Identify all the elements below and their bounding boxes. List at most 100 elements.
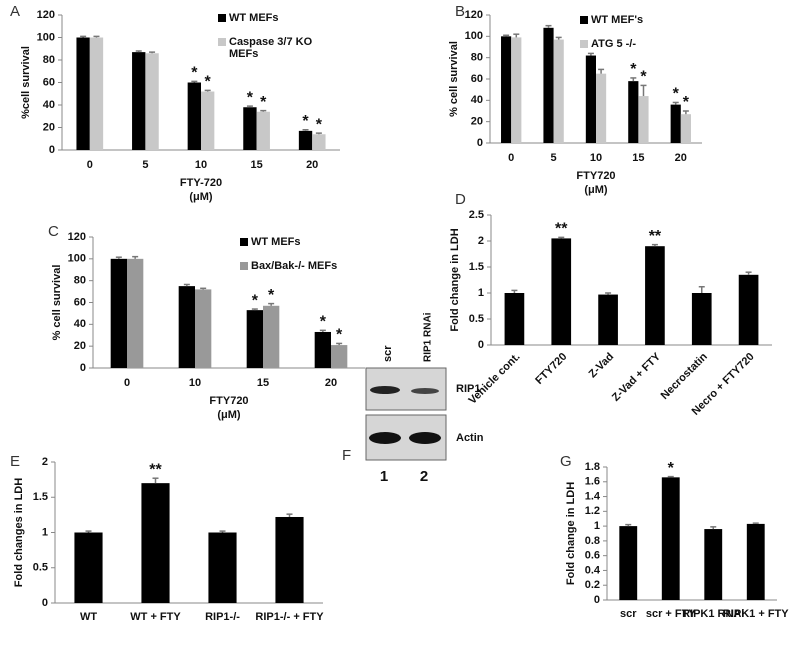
- y-tick-label: 1: [42, 526, 48, 538]
- bar: [645, 246, 665, 345]
- y-tick-label: 80: [43, 54, 55, 66]
- x-tick-label-box: RIP1-/- + FTY: [255, 611, 324, 623]
- bar: [680, 114, 691, 143]
- lane-number: 1: [380, 468, 388, 485]
- y-tick-label: 1.2: [585, 505, 600, 517]
- x-tick-label: scr: [619, 608, 637, 620]
- significance-mark: *: [683, 94, 690, 111]
- bar: [504, 293, 525, 345]
- bar: [145, 53, 159, 150]
- bar: [275, 516, 304, 603]
- y-tick-label: 80: [471, 52, 483, 64]
- bar: [553, 39, 564, 143]
- x-tick-label: RIPK1 + FTY: [722, 608, 789, 620]
- x-tick-label: 15: [257, 377, 269, 389]
- panel-label: A: [10, 3, 20, 20]
- x-tick-label-box: WT: [80, 611, 97, 623]
- bar: [331, 345, 348, 368]
- y-tick-label: 0: [478, 339, 484, 351]
- bar: [201, 91, 215, 150]
- lane-label: RIP1 RNAi: [423, 312, 434, 362]
- y-tick-label: 120: [68, 231, 86, 243]
- lane-number: 2: [420, 468, 428, 485]
- y-axis-label: % cell survival: [448, 41, 460, 117]
- y-tick-label: 1.5: [469, 261, 484, 273]
- significance-mark: *: [640, 69, 647, 86]
- significance-mark: *: [673, 86, 680, 103]
- bar: [263, 305, 280, 368]
- blot-band: [411, 388, 439, 394]
- legend-label-box: ATG 5 -/-: [591, 38, 637, 50]
- y-tick-label: 20: [43, 121, 55, 133]
- y-tick-label: 0.4: [585, 564, 601, 576]
- bar: [619, 526, 638, 600]
- significance-mark: *: [260, 94, 267, 111]
- significance-mark: *: [316, 116, 323, 133]
- blot-band: [369, 432, 401, 444]
- x-tick-label: Z-Vad: [587, 351, 617, 381]
- bar: [638, 96, 649, 143]
- blot-band: [370, 386, 400, 394]
- bar: [314, 331, 331, 368]
- blot-band: [409, 432, 441, 444]
- bar: [246, 310, 263, 368]
- x-tick-label: 0: [124, 377, 130, 389]
- y-tick-label: 60: [43, 76, 55, 88]
- x-tick-label-box: scr + FTY: [646, 608, 696, 620]
- y-tick-label: 40: [74, 318, 86, 330]
- x-tick-label: 20: [675, 152, 687, 164]
- bar: [312, 134, 326, 150]
- y-tick-label: 100: [465, 30, 483, 42]
- x-tick-label: Vehicle cont.: [467, 351, 523, 407]
- legend-label-box: WT MEFs: [251, 236, 301, 248]
- panel-label: B: [455, 3, 465, 20]
- y-tick-label: 1: [594, 520, 600, 532]
- y-tick-label: 100: [68, 253, 86, 265]
- bar: [551, 238, 572, 345]
- x-tick-label-box: WT + FTY: [130, 611, 180, 623]
- y-tick-label: 0.2: [585, 579, 600, 591]
- legend-label: WT MEFs: [251, 236, 301, 248]
- bar: [243, 107, 257, 150]
- y-tick-label: 60: [471, 73, 483, 85]
- legend-swatch: [580, 16, 588, 24]
- x-axis-label: FTY-720: [180, 177, 222, 189]
- panel-label: D: [455, 191, 466, 208]
- x-tick-label: 10: [189, 377, 201, 389]
- bar: [127, 258, 144, 368]
- bar: [628, 81, 639, 143]
- legend-label-box: Caspase 3/7 KO MEFs: [229, 36, 313, 60]
- bar: [132, 52, 146, 150]
- legend-label: Caspase 3/7 KO MEFs: [229, 36, 313, 60]
- significance-mark: *: [191, 65, 198, 82]
- legend-label: ATG 5 -/-: [591, 38, 637, 50]
- x-axis-label: FTY720: [576, 170, 615, 182]
- x-tick-label: Z-Vad + FTY: [610, 350, 664, 404]
- y-tick-label: 40: [43, 99, 55, 111]
- bar: [298, 130, 313, 150]
- x-tick-label: FTY720: [533, 351, 569, 387]
- significance-mark: **: [649, 228, 662, 245]
- x-tick-label-box: RIPK1 + FTY: [722, 608, 789, 620]
- x-tick-label: Necrostatin: [659, 351, 710, 402]
- bar: [110, 258, 127, 368]
- panel-label: C: [48, 223, 59, 240]
- x-tick-label: RIP1-/- + FTY: [255, 611, 324, 623]
- bar: [187, 82, 201, 150]
- bar: [256, 111, 270, 150]
- y-tick-label: 1: [478, 287, 484, 299]
- y-axis-label: Fold change in LDH: [565, 482, 577, 585]
- bar: [598, 294, 618, 345]
- bar: [74, 532, 103, 603]
- bar: [208, 532, 237, 603]
- legend-swatch: [240, 238, 248, 246]
- bar: [704, 529, 723, 600]
- significance-mark: *: [302, 113, 309, 130]
- x-tick-label: 0: [508, 152, 514, 164]
- x-tick-label: 15: [632, 152, 644, 164]
- significance-mark: **: [555, 221, 568, 238]
- x-tick-label: 15: [250, 159, 262, 171]
- significance-mark: *: [252, 292, 259, 309]
- y-tick-label: 1.8: [585, 461, 600, 473]
- y-tick-label: 80: [74, 275, 86, 287]
